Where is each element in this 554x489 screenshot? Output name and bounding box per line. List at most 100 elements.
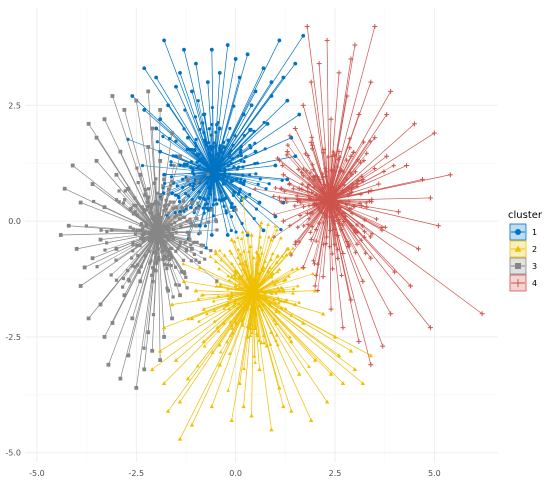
cluster-2-core-point [226, 287, 230, 291]
cluster-1-point [142, 66, 147, 71]
cluster-3-point [138, 172, 143, 177]
cluster-3-core-point [128, 207, 132, 212]
cluster-2-core-point [231, 303, 236, 308]
cluster-4-core-point [299, 170, 304, 175]
cluster-4-core-point [369, 199, 374, 204]
cluster-1-core-point [194, 144, 198, 148]
cluster-4-core-point [349, 206, 354, 211]
cluster-1-point [197, 196, 202, 200]
cluster-2-core-point [272, 318, 277, 322]
cluster-4-core-point [322, 211, 327, 216]
cluster-4-point [344, 93, 350, 99]
cluster-3-core-point [209, 248, 213, 253]
cluster-2-core-point [264, 295, 269, 299]
cluster-3-core-point [171, 237, 176, 241]
cluster-3-core-point [139, 236, 143, 241]
cluster-2-segment [151, 292, 254, 370]
cluster-4-core-point [362, 235, 367, 240]
cluster-2-core-point [229, 291, 234, 295]
cluster-1-segment [183, 49, 215, 173]
cluster-4-core-point [349, 190, 354, 195]
cluster-3-core-point [121, 201, 126, 205]
cluster-1-core-point [126, 137, 130, 141]
cluster-3-core-point [162, 225, 166, 229]
cluster-1-core-point [238, 180, 243, 184]
cluster-3-point [58, 233, 63, 237]
cluster-4-core-point [330, 266, 335, 271]
cluster-3-core-point [156, 247, 160, 251]
cluster-3-core-point [198, 231, 202, 235]
cluster-3-core-point [169, 183, 173, 187]
cluster-4-core-point [309, 224, 315, 229]
cluster-2-segment [211, 292, 254, 407]
cluster-3-point [82, 265, 87, 270]
cluster-1-point [285, 177, 290, 182]
legend-key-2: 2 [509, 240, 537, 258]
cluster-1-point [182, 163, 186, 168]
cluster-3-core-point [162, 209, 166, 213]
cluster-4-core-point [320, 171, 325, 176]
cluster-3-core-point [114, 258, 118, 262]
legend-label: 4 [532, 279, 537, 288]
cluster-4-segment [328, 200, 395, 273]
cluster-1-core-point [203, 197, 207, 202]
cluster-4-core-point [332, 242, 337, 247]
cluster-1-core-point [256, 182, 260, 186]
cluster-3-core-point [131, 249, 135, 253]
cluster-2-core-point [311, 271, 315, 276]
cluster-4-core-point [331, 196, 336, 201]
cluster-2-point [209, 404, 215, 409]
cluster-2-core-point [266, 269, 271, 274]
cluster-4-core-point [320, 187, 325, 192]
cluster-1-core-point [194, 137, 198, 142]
cluster-3-core-point [195, 179, 200, 183]
cluster-4-core-point [324, 234, 329, 240]
cluster-1-core-point [191, 184, 195, 188]
cluster-4-point [479, 311, 485, 317]
cluster-4-core-point [353, 169, 358, 174]
cluster-3-core-point [168, 247, 173, 251]
cluster-3-core-point [154, 250, 158, 254]
cluster-3-core-point [121, 276, 125, 281]
cluster-2-core-point [212, 319, 217, 323]
cluster-2-core-point [264, 344, 269, 348]
cluster-4-segment [328, 200, 344, 328]
cluster-2-core-segment [253, 253, 258, 293]
cluster-1-point [158, 117, 163, 122]
cluster-1-core-point [177, 200, 182, 204]
cluster-2-point [181, 279, 187, 284]
legend-marker [515, 229, 521, 235]
cluster-2-core-point [289, 313, 294, 317]
cluster-4-point [308, 139, 314, 145]
cluster-3-core-point [214, 218, 218, 222]
cluster-2-core-point [205, 311, 209, 316]
cluster-2-point [161, 381, 167, 385]
cluster-3-core-point [160, 250, 164, 254]
cluster-3-core-point [133, 196, 137, 200]
cluster-2-core-point [235, 306, 240, 310]
cluster-4-core-point [289, 252, 294, 258]
cluster-1-segment [211, 49, 215, 173]
cluster-1-core-point [210, 105, 214, 110]
cluster-4-core-point [339, 273, 344, 278]
x-tick-label: -5.0 [29, 469, 45, 478]
cluster-3-point [194, 223, 198, 228]
cluster-4-core-point [316, 221, 321, 226]
cluster-3-core-point [188, 237, 192, 241]
cluster-2-core-point [240, 261, 245, 265]
cluster-4-segment [287, 151, 330, 201]
cluster-1-point [186, 135, 190, 140]
cluster-3-segment [104, 206, 159, 233]
cluster-2-core-point [252, 354, 257, 358]
cluster-1-point [170, 191, 174, 196]
cluster-2-core-point [252, 304, 257, 308]
cluster-1-point [221, 145, 226, 149]
cluster-4-point [352, 227, 358, 233]
cluster-2-point [197, 265, 203, 270]
cluster-3-point [86, 316, 91, 321]
cluster-1-core-point [218, 160, 222, 164]
cluster-3-core-segment [158, 218, 197, 233]
cluster-3-core-point [168, 231, 172, 235]
cluster-1-core-point [219, 199, 224, 203]
cluster-2-core-point [297, 300, 302, 304]
